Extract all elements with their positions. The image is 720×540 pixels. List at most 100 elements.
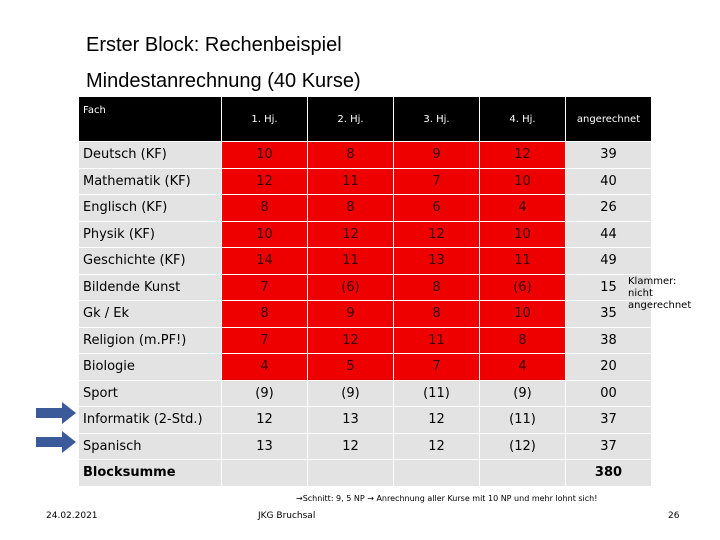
grade-cell: 4: [222, 354, 307, 380]
grade-cell: 8: [308, 142, 393, 168]
subject-name: Informatik (2-Std.): [79, 407, 221, 433]
grade-cell: 7: [222, 327, 307, 353]
grade-cell: 11: [308, 248, 393, 274]
grade-cell: 13: [308, 407, 393, 433]
counted-cell: 35: [566, 301, 651, 327]
table-row: Gk / Ek 8 9 8 10 35: [79, 301, 651, 327]
table-row: Bildende Kunst 7 (6) 8 (6) 15: [79, 274, 651, 300]
grade-cell: 10: [222, 142, 307, 168]
table-row: Mathematik (KF) 12 11 7 10 40: [79, 168, 651, 194]
grade-cell: 4: [480, 354, 565, 380]
table-row: Geschichte (KF) 14 11 13 11 49: [79, 248, 651, 274]
page-number: 26: [668, 511, 680, 521]
grade-cell: (9): [222, 380, 307, 406]
empty-cell: [222, 460, 307, 486]
table-row: Spanisch 13 12 12 (12) 37: [79, 433, 651, 459]
header-hj1: 1. Hj.: [222, 97, 307, 141]
grade-cell: 12: [394, 407, 479, 433]
grade-cell: 10: [480, 168, 565, 194]
table-row: Informatik (2-Std.) 12 13 12 (11) 37: [79, 407, 651, 433]
grade-cell: (9): [480, 380, 565, 406]
footer-date: 24.02.2021: [46, 511, 98, 521]
header-angerechnet: angerechnet: [566, 97, 651, 141]
subject-name: Gk / Ek: [79, 301, 221, 327]
counted-cell: 20: [566, 354, 651, 380]
footnote: →Schnitt: 9, 5 NP → Anrechnung aller Kur…: [296, 494, 598, 503]
grade-cell: 10: [480, 301, 565, 327]
slide-title: Erster Block: Rechenbeispiel: [86, 34, 342, 56]
grade-cell: 6: [394, 195, 479, 221]
counted-cell: 39: [566, 142, 651, 168]
grade-cell: 10: [222, 221, 307, 247]
grade-cell: 8: [394, 301, 479, 327]
grade-cell: 14: [222, 248, 307, 274]
subject-name: Spanisch: [79, 433, 221, 459]
grades-table: Fach 1. Hj. 2. Hj. 3. Hj. 4. Hj. angerec…: [78, 96, 652, 487]
table-row: Religion (m.PF!) 7 12 11 8 38: [79, 327, 651, 353]
subject-name: Deutsch (KF): [79, 142, 221, 168]
empty-cell: [308, 460, 393, 486]
grade-cell: (6): [308, 274, 393, 300]
sum-row: Blocksumme 380: [79, 460, 651, 486]
grade-cell: 12: [394, 221, 479, 247]
sum-value: 380: [566, 460, 651, 486]
grade-cell: 12: [222, 407, 307, 433]
table-row: Englisch (KF) 8 8 6 4 26: [79, 195, 651, 221]
subject-name: Geschichte (KF): [79, 248, 221, 274]
empty-cell: [394, 460, 479, 486]
counted-cell: 37: [566, 433, 651, 459]
grade-cell: 9: [394, 142, 479, 168]
grade-cell: 8: [480, 327, 565, 353]
grade-cell: (9): [308, 380, 393, 406]
grade-cell: (12): [480, 433, 565, 459]
side-note-line: angerechnet: [628, 300, 692, 311]
header-hj4: 4. Hj.: [480, 97, 565, 141]
grade-cell: 8: [222, 301, 307, 327]
grade-cell: 8: [308, 195, 393, 221]
subject-name: Religion (m.PF!): [79, 327, 221, 353]
footer-school: JKG Bruchsal: [258, 511, 316, 521]
subject-name: Bildende Kunst: [79, 274, 221, 300]
side-note-line: nicht: [628, 288, 653, 299]
counted-cell: 44: [566, 221, 651, 247]
counted-cell: 00: [566, 380, 651, 406]
arrow-right-icon: [36, 431, 76, 453]
grade-cell: 12: [308, 327, 393, 353]
table-row: Biologie 4 5 7 4 20: [79, 354, 651, 380]
subject-name: Sport: [79, 380, 221, 406]
grade-cell: 9: [308, 301, 393, 327]
grade-cell: 10: [480, 221, 565, 247]
grade-cell: (6): [480, 274, 565, 300]
grade-cell: 8: [222, 195, 307, 221]
side-note-line: Klammer:: [628, 276, 677, 287]
counted-cell: 38: [566, 327, 651, 353]
subject-name: Englisch (KF): [79, 195, 221, 221]
slide-subtitle: Mindestanrechnung (40 Kurse): [86, 70, 361, 92]
grade-cell: 5: [308, 354, 393, 380]
grade-cell: 13: [222, 433, 307, 459]
empty-cell: [480, 460, 565, 486]
side-note: Klammer: nicht angerechnet: [628, 276, 691, 312]
subject-name: Physik (KF): [79, 221, 221, 247]
header-hj3: 3. Hj.: [394, 97, 479, 141]
subject-name: Mathematik (KF): [79, 168, 221, 194]
grade-cell: 4: [480, 195, 565, 221]
counted-cell: 37: [566, 407, 651, 433]
counted-cell: 15: [566, 274, 651, 300]
grade-cell: 12: [308, 221, 393, 247]
sum-label: Blocksumme: [79, 460, 221, 486]
grade-cell: 11: [480, 248, 565, 274]
grade-cell: 13: [394, 248, 479, 274]
grade-cell: (11): [394, 380, 479, 406]
grade-cell: 12: [308, 433, 393, 459]
table-row: Physik (KF) 10 12 12 10 44: [79, 221, 651, 247]
grade-cell: (11): [480, 407, 565, 433]
counted-cell: 49: [566, 248, 651, 274]
header-fach: Fach: [79, 97, 221, 141]
grade-cell: 7: [394, 354, 479, 380]
grade-cell: 12: [222, 168, 307, 194]
arrow-right-icon: [36, 402, 76, 424]
counted-cell: 26: [566, 195, 651, 221]
grade-cell: 11: [308, 168, 393, 194]
grade-cell: 12: [480, 142, 565, 168]
